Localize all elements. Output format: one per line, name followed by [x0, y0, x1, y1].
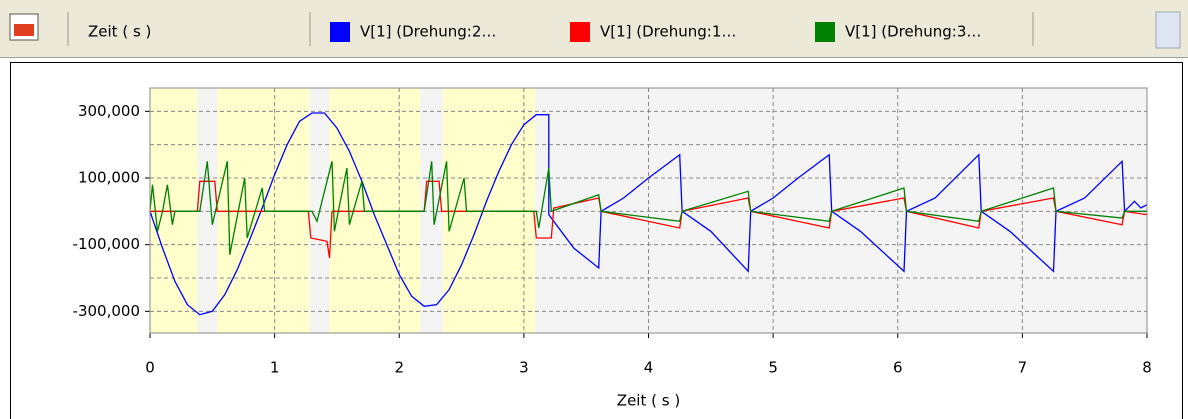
highlight-band	[217, 88, 310, 333]
x-tick-label: 7	[1018, 359, 1028, 377]
legend-swatch	[330, 22, 350, 42]
legend-entry: V[1] (Drehung:2…	[360, 23, 496, 41]
y-tick-label: -100,000	[73, 235, 140, 253]
toolbar	[0, 0, 1188, 58]
highlight-band	[150, 88, 198, 333]
x-axis-label: Zeit ( s )	[617, 392, 680, 410]
toolbar-x-field[interactable]: Zeit ( s )	[88, 23, 151, 41]
x-tick-label: 4	[644, 359, 654, 377]
x-tick-label: 1	[270, 359, 280, 377]
legend-swatch	[815, 22, 835, 42]
legend-entry: V[1] (Drehung:1…	[600, 23, 736, 41]
series-line	[149, 161, 1147, 255]
highlight-band	[329, 88, 421, 333]
highlight-band	[442, 88, 536, 333]
y-tick-label: 300,000	[78, 102, 140, 120]
y-tick-label: 100,000	[78, 169, 140, 187]
x-tick-label: 0	[145, 359, 155, 377]
y-tick-label: -300,000	[73, 302, 140, 320]
x-tick-label: 6	[893, 359, 903, 377]
series-line	[150, 180, 1148, 259]
legend-entry: V[1] (Drehung:3…	[845, 23, 981, 41]
scroll-button[interactable]	[1155, 11, 1181, 49]
x-tick-label: 5	[768, 359, 778, 377]
series-line	[149, 112, 1148, 316]
x-tick-label: 3	[519, 359, 529, 377]
legend-swatch	[570, 22, 590, 42]
x-tick-label: 2	[394, 359, 404, 377]
x-tick-label: 8	[1142, 359, 1152, 377]
chart-icon-art	[14, 24, 34, 36]
plot-border	[149, 87, 1148, 334]
